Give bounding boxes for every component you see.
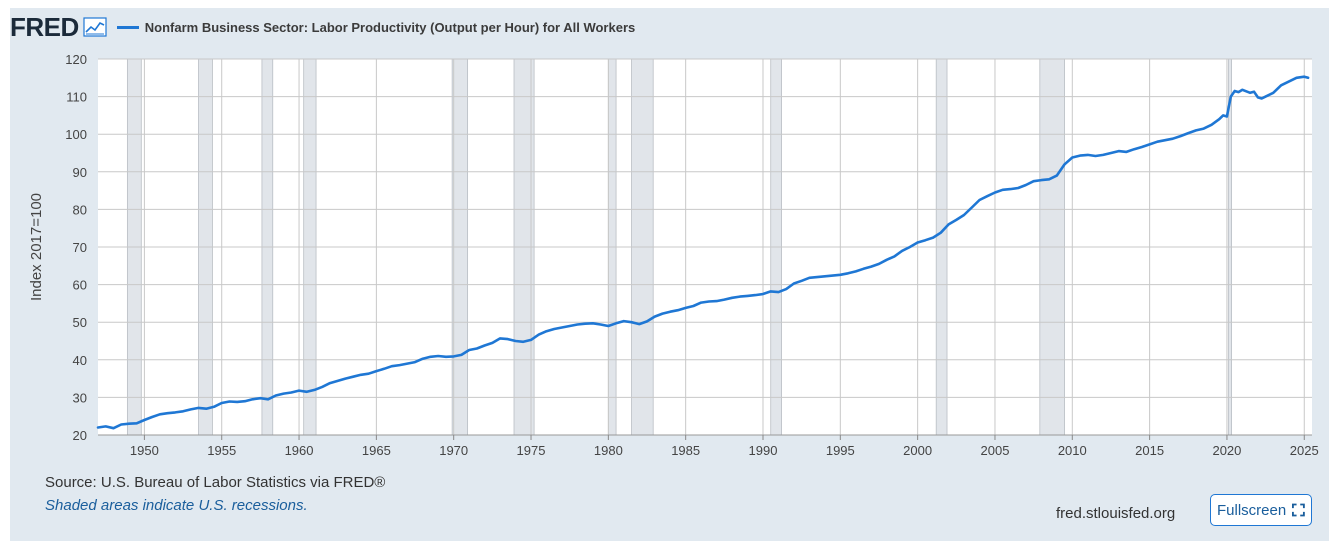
x-tick-label: 1960 bbox=[285, 443, 314, 458]
x-tick-label: 1965 bbox=[362, 443, 391, 458]
x-tick-label: 1980 bbox=[594, 443, 623, 458]
legend-swatch bbox=[116, 25, 139, 29]
y-tick-label: 90 bbox=[73, 165, 87, 180]
x-tick-label: 1995 bbox=[826, 443, 855, 458]
x-tick-label: 2005 bbox=[981, 443, 1010, 458]
y-tick-label: 80 bbox=[73, 202, 87, 217]
x-tick-label: 1955 bbox=[207, 443, 236, 458]
x-tick-label: 2010 bbox=[1058, 443, 1087, 458]
x-tick-label: 2025 bbox=[1290, 443, 1319, 458]
fullscreen-button[interactable]: Fullscreen bbox=[1210, 494, 1312, 526]
source-text: Source: U.S. Bureau of Labor Statistics … bbox=[45, 474, 386, 491]
y-tick-label: 120 bbox=[65, 52, 87, 67]
x-tick-label: 2000 bbox=[903, 443, 932, 458]
recession-note: Shaded areas indicate U.S. recessions. bbox=[45, 497, 308, 514]
y-axis-label: Index 2017=100 bbox=[28, 193, 45, 301]
y-tick-label: 20 bbox=[73, 428, 87, 443]
y-axis-ticks: 20 30 40 50 60 70 80 90 100 110 120 bbox=[65, 52, 87, 443]
x-tick-label: 1985 bbox=[671, 443, 700, 458]
x-tick-label: 1950 bbox=[130, 443, 159, 458]
x-tick-label: 1970 bbox=[439, 443, 468, 458]
line-chart-icon bbox=[83, 17, 107, 37]
fullscreen-label: Fullscreen bbox=[1217, 501, 1287, 519]
chart-header: FRED Nonfarm Business Sector: Labor Prod… bbox=[10, 12, 635, 42]
expand-icon bbox=[1292, 503, 1305, 517]
x-axis-ticks: 1950 1955 1960 1965 1970 1975 1980 1985 1990 1995… bbox=[130, 435, 1319, 458]
y-tick-label: 30 bbox=[73, 390, 87, 405]
y-tick-label: 50 bbox=[73, 315, 87, 330]
x-tick-label: 2015 bbox=[1135, 443, 1164, 458]
x-tick-label: 2020 bbox=[1212, 443, 1241, 458]
y-tick-label: 110 bbox=[66, 90, 87, 105]
gridlines bbox=[98, 58, 1312, 436]
y-tick-label: 70 bbox=[73, 240, 87, 255]
fred-logo[interactable]: FRED bbox=[10, 12, 79, 42]
y-tick-label: 100 bbox=[65, 127, 87, 142]
chart-title: Nonfarm Business Sector: Labor Productiv… bbox=[144, 19, 636, 35]
x-tick-label: 1975 bbox=[517, 443, 546, 458]
site-url[interactable]: fred.stlouisfed.org bbox=[1056, 505, 1176, 522]
y-tick-label: 60 bbox=[73, 278, 87, 293]
x-tick-label: 1990 bbox=[749, 443, 778, 458]
series-line bbox=[96, 75, 1310, 430]
y-tick-label: 40 bbox=[73, 353, 87, 368]
